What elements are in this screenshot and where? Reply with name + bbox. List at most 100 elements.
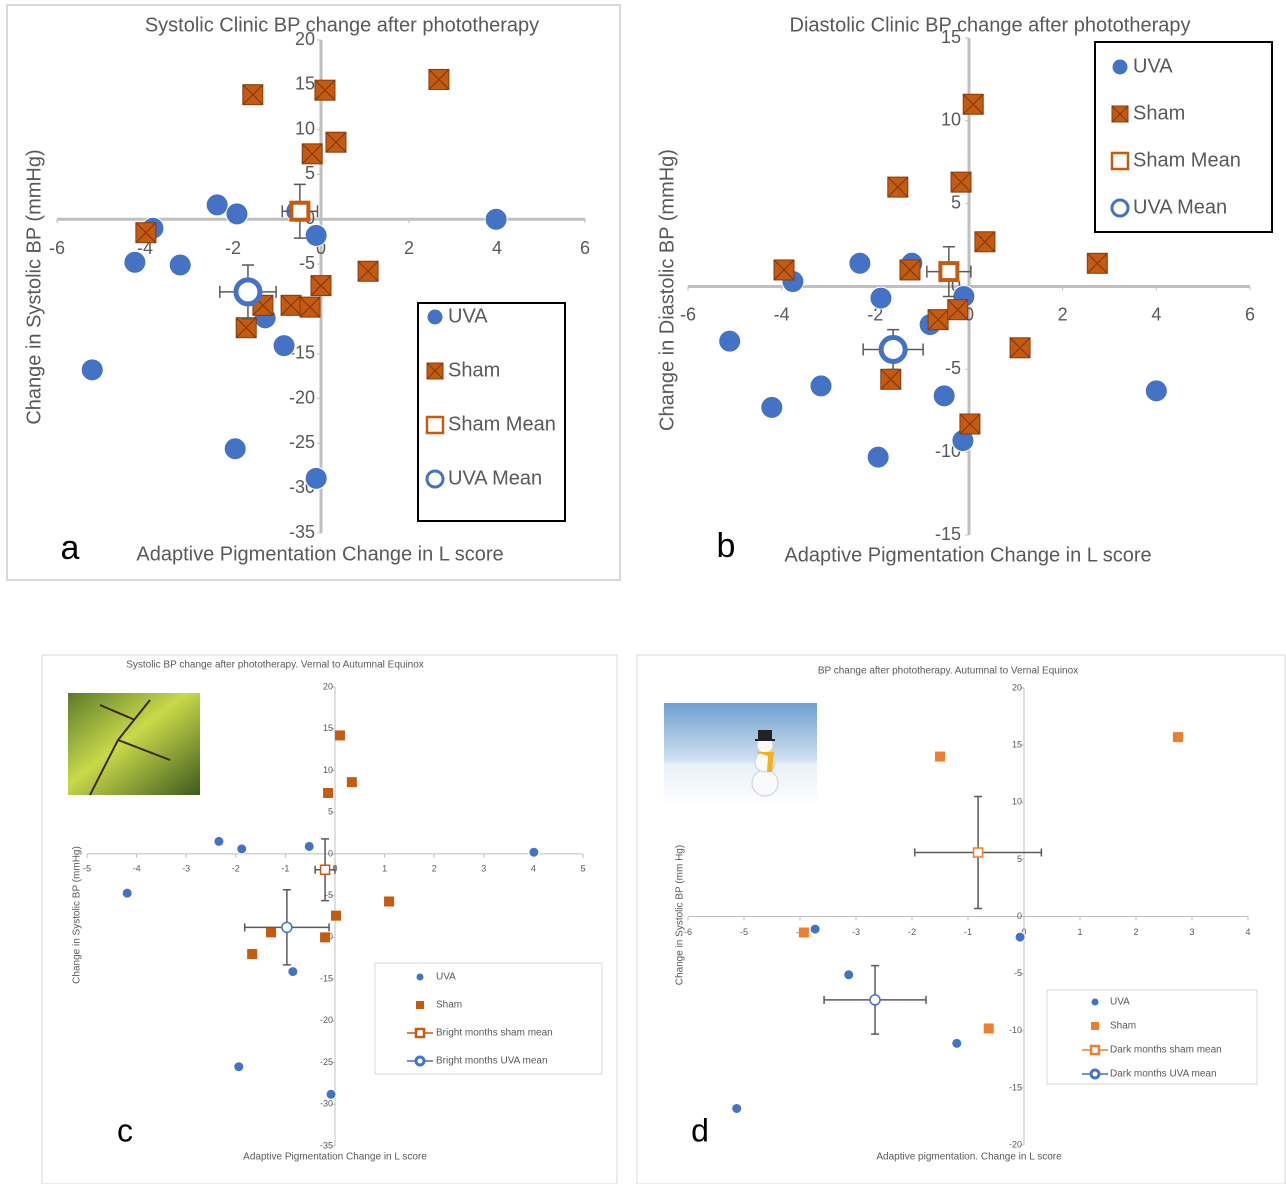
x-tick-label: -2 (232, 863, 240, 873)
legend-label: Bright months sham mean (436, 1028, 553, 1039)
panel-label: a (61, 529, 80, 567)
legend-label: Bright months UVA mean (436, 1056, 548, 1067)
data-point (305, 467, 327, 489)
y-tick-label: -20 (320, 1015, 333, 1025)
y-tick-label: -35 (289, 522, 315, 542)
y-tick-label: -15 (320, 973, 333, 983)
y-tick-label: -5 (299, 253, 315, 273)
data-point (273, 335, 295, 357)
y-tick-label: 20 (1012, 682, 1022, 692)
legend-label: Sham (436, 1000, 462, 1011)
data-point (169, 254, 191, 276)
data-point (320, 932, 330, 942)
data-point (952, 1038, 962, 1048)
legend-marker (427, 309, 443, 325)
data-point (266, 927, 276, 937)
legend-label: Dark months sham mean (1110, 1045, 1222, 1056)
legend-marker (1112, 200, 1128, 216)
data-point (1015, 932, 1025, 942)
y-tick-label: -5 (1014, 968, 1022, 978)
figure: Systolic Clinic BP change after photothe… (0, 0, 1286, 1184)
data-point (226, 203, 248, 225)
data-point (485, 208, 507, 230)
y-tick-label: 15 (941, 27, 961, 47)
data-point (282, 922, 292, 932)
legend-label: Sham (448, 359, 500, 381)
legend-marker (1091, 1022, 1099, 1030)
data-point (122, 888, 132, 898)
x-tick-label: 6 (1245, 304, 1255, 324)
legend-label: Sham (1133, 102, 1185, 124)
x-tick-label: -6 (680, 304, 696, 324)
y-tick-label: -25 (289, 432, 315, 452)
x-tick-label: 5 (580, 863, 585, 873)
legend-label: UVA (448, 305, 488, 327)
y-tick-label: -10 (1009, 1025, 1022, 1035)
x-tick-label: 4 (492, 238, 502, 258)
data-point (247, 949, 257, 959)
x-tick-label: 2 (1058, 304, 1068, 324)
data-point (810, 375, 832, 397)
y-tick-label: -35 (320, 1140, 333, 1150)
y-tick-label: 15 (295, 74, 315, 94)
data-point (323, 788, 333, 798)
legend-marker (416, 973, 424, 981)
y-tick-label: 5 (328, 807, 333, 817)
panel-label: c (117, 1112, 133, 1148)
photo-snowman (664, 703, 817, 806)
data-point (799, 927, 809, 937)
data-point (940, 263, 957, 280)
x-tick-label: -5 (83, 863, 91, 873)
x-tick-label: 2 (404, 238, 414, 258)
data-point (331, 911, 341, 921)
y-tick-label: 0 (328, 848, 333, 858)
y-tick-label: 10 (323, 765, 333, 775)
legend-marker (427, 471, 443, 487)
panel-label: d (691, 1112, 709, 1148)
legend-label: Sham (1110, 1021, 1136, 1032)
x-tick-label: -2 (908, 927, 916, 937)
panel-label: b (717, 527, 736, 565)
x-tick-label: 1 (382, 863, 387, 873)
x-tick-label: -1 (281, 863, 289, 873)
data-point (529, 847, 539, 857)
x-tick-label: 2 (1133, 927, 1138, 937)
y-tick-label: -15 (1009, 1082, 1022, 1092)
legend-marker (427, 417, 443, 433)
x-tick-label: -4 (774, 304, 790, 324)
chart-title: Diastolic Clinic BP change after phototh… (790, 14, 1191, 36)
y-tick-label: 10 (941, 110, 961, 130)
data-point (384, 896, 394, 906)
legend-label: UVA Mean (1133, 196, 1227, 218)
y-tick-label: -20 (289, 387, 315, 407)
legend-marker (416, 1001, 424, 1009)
data-point (326, 1089, 336, 1099)
legend-marker (1112, 153, 1128, 169)
data-point (719, 330, 741, 352)
data-point (761, 396, 783, 418)
data-point (732, 1103, 742, 1113)
y-tick-label: 15 (1012, 740, 1022, 750)
x-tick-label: 4 (1151, 304, 1161, 324)
x-axis-label: Adaptive Pigmentation Change in L score (784, 544, 1151, 566)
legend-marker (416, 1057, 424, 1065)
data-point (291, 203, 308, 220)
y-tick-label: -15 (935, 524, 961, 544)
photo-tree (68, 693, 200, 795)
legend-marker (1091, 998, 1099, 1006)
x-tick-label: -4 (133, 863, 141, 873)
legend-marker (1112, 59, 1128, 75)
legend-label: UVA Mean (448, 467, 542, 489)
data-point (81, 359, 103, 381)
data-point (335, 730, 345, 740)
data-point (984, 1023, 994, 1033)
y-tick-label: 10 (295, 118, 315, 138)
data-point (305, 224, 327, 246)
y-axis-label: Change in Systolic BP (mm Hg) (675, 845, 686, 985)
chart-title: Systolic Clinic BP change after photothe… (145, 14, 539, 36)
x-tick-label: 1 (1077, 927, 1082, 937)
legend-marker (1091, 1070, 1099, 1078)
x-tick-label: -6 (49, 238, 65, 258)
data-point (974, 848, 983, 857)
y-tick-label: 5 (1017, 854, 1022, 864)
